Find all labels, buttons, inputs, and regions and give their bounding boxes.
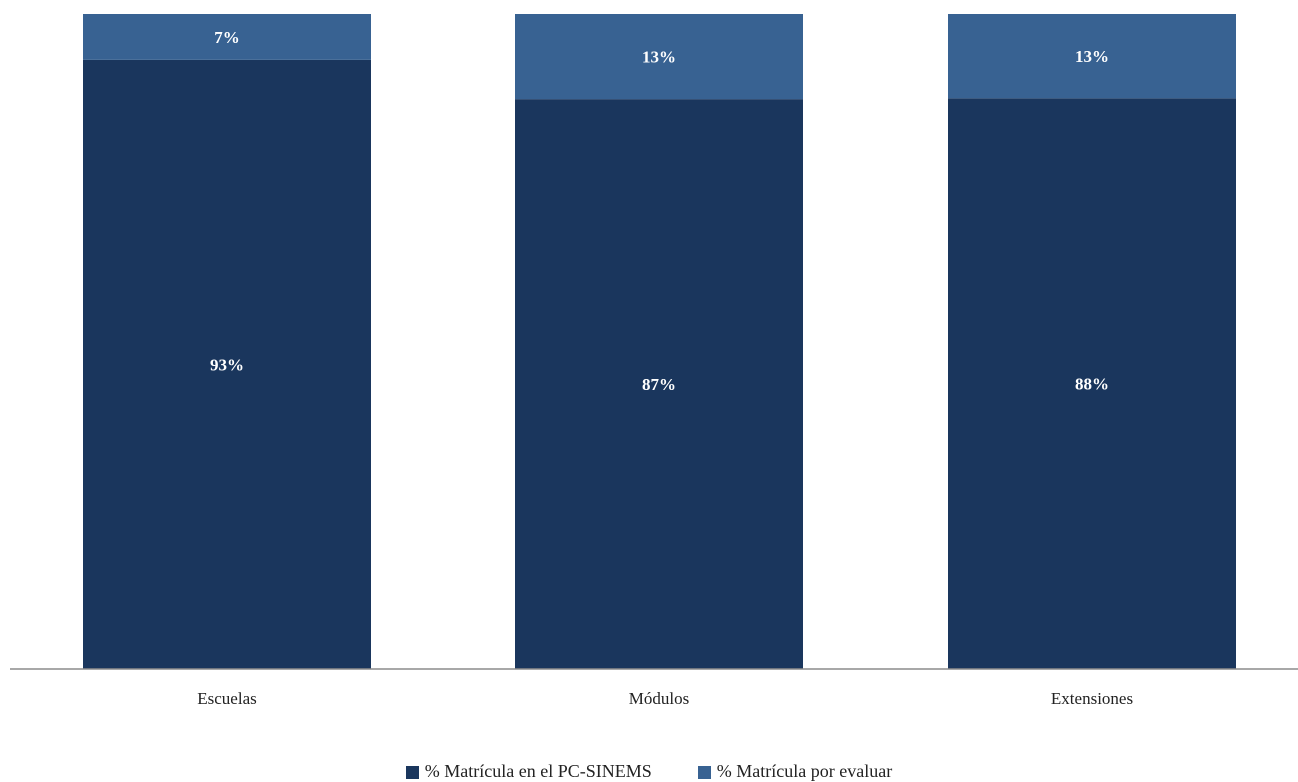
data-label-módulos-series-2: 13% xyxy=(642,48,676,67)
category-label-extensiones: Extensiones xyxy=(1051,689,1133,708)
data-labels-layer: 93% 7% 87% 13% 88% 13% xyxy=(210,28,1109,394)
legend-item-series-2: % Matrícula por evaluar xyxy=(697,760,893,782)
legend-swatch-series-2 xyxy=(697,766,711,779)
data-label-extensiones-series-1: 88% xyxy=(1075,375,1109,394)
legend: % Matrícula en el PC-SINEMS % Matrícula … xyxy=(0,760,1298,782)
bar-segment-módulos-series-2 xyxy=(515,14,803,100)
bar-segment-escuelas-series-1 xyxy=(83,59,371,670)
legend-label-series-2: % Matrícula por evaluar xyxy=(716,760,893,781)
data-label-módulos-series-1: 87% xyxy=(642,375,676,394)
bar-segment-escuelas-series-2 xyxy=(83,14,371,60)
legend-item-series-1: % Matrícula en el PC-SINEMS xyxy=(405,760,652,782)
bar-segment-extensiones-series-1 xyxy=(948,98,1236,669)
data-label-escuelas-series-2: 7% xyxy=(214,28,240,47)
bars-layer xyxy=(83,14,1236,670)
category-label-escuelas: Escuelas xyxy=(197,689,256,708)
data-label-escuelas-series-1: 93% xyxy=(210,355,244,374)
bar-segment-extensiones-series-2 xyxy=(948,14,1236,99)
category-label-módulos: Módulos xyxy=(629,689,689,708)
data-label-extensiones-series-2: 13% xyxy=(1075,47,1109,66)
legend-label-series-1: % Matrícula en el PC-SINEMS xyxy=(424,760,652,781)
stacked-bar-chart: 93% 7% 87% 13% 88% 13% Escuelas Módulos Extensi… xyxy=(10,14,1298,708)
category-labels-layer: Escuelas Módulos Extensiones xyxy=(197,689,1133,708)
bar-segment-módulos-series-1 xyxy=(515,99,803,669)
legend-swatch-series-1 xyxy=(405,766,419,779)
